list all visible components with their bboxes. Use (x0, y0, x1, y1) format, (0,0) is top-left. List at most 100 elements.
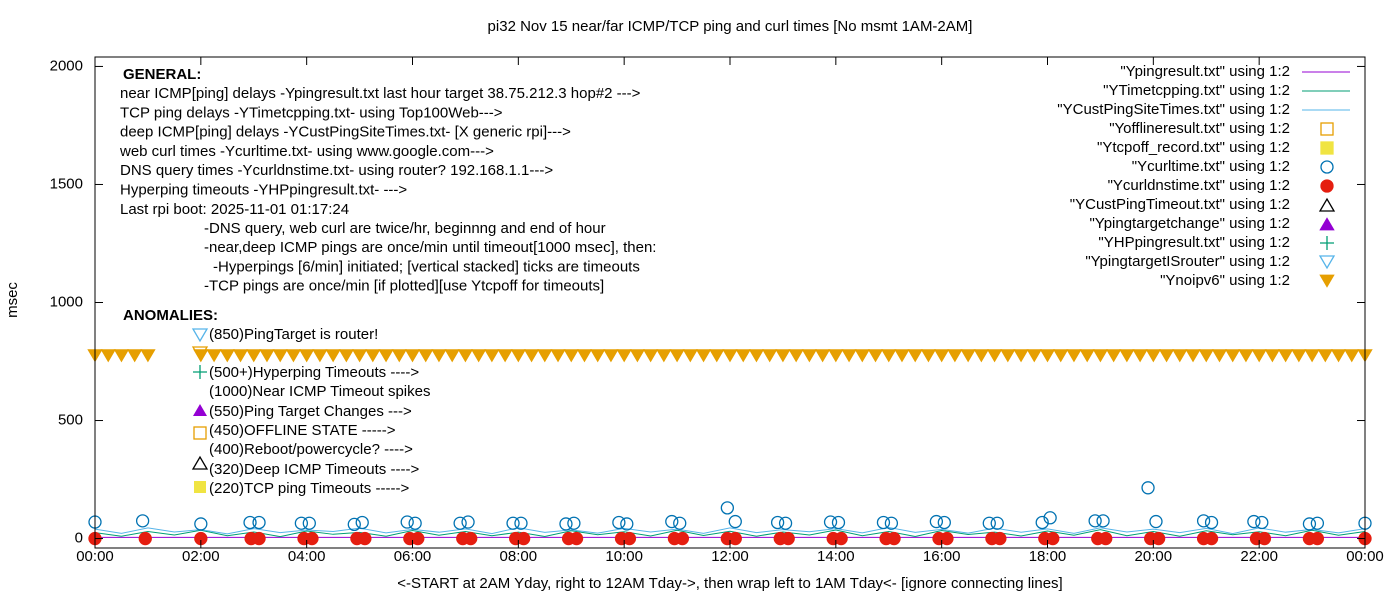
point (1204, 531, 1219, 546)
icon (193, 365, 207, 379)
point (834, 531, 848, 546)
point (358, 531, 372, 546)
point (1264, 349, 1281, 363)
x-tick-label: 00:00 (76, 548, 114, 565)
point (656, 349, 672, 363)
x-tick-label: 18:00 (1029, 548, 1067, 565)
x-tick-label: 12:00 (711, 548, 749, 565)
point (1141, 481, 1155, 495)
x-tick-label: 00:00 (1346, 548, 1384, 565)
point (1000, 349, 1016, 363)
point (1053, 349, 1069, 363)
icon (194, 481, 206, 493)
point (1096, 514, 1110, 528)
point (990, 516, 1004, 530)
annotation: -DNS query, web curl are twice/hr, begin… (204, 220, 606, 237)
point (1257, 531, 1272, 546)
point (867, 349, 884, 363)
point (537, 349, 553, 363)
legend: "Ypingresult.txt" using 1:2 "YTimetcpping… (1057, 63, 1350, 289)
point (761, 349, 778, 363)
annotation: DNS query times -Ycurldnstime.txt- using… (120, 162, 553, 179)
point (876, 515, 891, 530)
point (305, 531, 319, 546)
point (514, 516, 528, 530)
point (1302, 517, 1317, 531)
legend-label: "YpingtargetISrouter" using 1:2 (1085, 253, 1290, 270)
point (259, 349, 275, 363)
point (355, 515, 369, 530)
y-tick-label: 500 (58, 411, 83, 428)
point (884, 516, 899, 530)
point (1119, 349, 1135, 363)
legend-swatch (1318, 197, 1336, 212)
point (788, 349, 804, 363)
x-tick-label: 06:00 (394, 548, 432, 565)
point (781, 531, 795, 546)
annotation: (850)PingTarget is router! (209, 326, 378, 343)
point (510, 349, 527, 363)
legend-label: "Ypingtargetchange" using 1:2 (1089, 215, 1290, 232)
point (516, 531, 531, 546)
point (1304, 349, 1320, 363)
annotation: -near,deep ICMP pings are once/min until… (204, 239, 656, 256)
point (1310, 531, 1325, 546)
annotation: (320)Deep ICMP Timeouts ----> (209, 461, 419, 478)
point (418, 349, 434, 363)
point (933, 349, 950, 363)
point (612, 515, 626, 530)
point (126, 349, 143, 363)
point (1317, 349, 1334, 363)
point (1088, 514, 1102, 528)
point (576, 349, 593, 363)
point (894, 349, 910, 363)
point (1151, 531, 1166, 546)
legend-label: "Ycurltime.txt" using 1:2 (1132, 158, 1290, 175)
point (1013, 349, 1029, 363)
x-tick-label: 16:00 (923, 548, 961, 565)
y-tick-label: 1000 (50, 293, 83, 310)
point (1043, 511, 1057, 525)
annotation-heading: ANOMALIES: (123, 307, 218, 324)
point (569, 531, 584, 546)
legend-label: "YHPpingresult.txt" using 1:2 (1098, 234, 1290, 251)
point (1158, 349, 1175, 363)
point (347, 517, 361, 532)
point (673, 516, 687, 530)
x-tick-label: 22:00 (1240, 548, 1278, 565)
point (138, 531, 152, 546)
point (823, 515, 838, 529)
point (457, 349, 474, 363)
annotation: -TCP pings are once/min [if plotted][use… (204, 278, 604, 295)
point (778, 516, 793, 530)
point (294, 516, 309, 530)
point (470, 349, 487, 363)
point (775, 349, 791, 363)
point (728, 514, 742, 529)
legend-label: "YTimetcpping.txt" using 1:2 (1103, 82, 1290, 99)
point (1310, 516, 1325, 530)
icon (191, 346, 209, 361)
point (252, 515, 266, 530)
legend-swatch (1320, 236, 1334, 250)
point (620, 517, 634, 531)
point (960, 349, 976, 363)
point (735, 349, 751, 363)
legend-label: "Ycurldnstime.txt" using 1:2 (1108, 177, 1290, 194)
point (722, 349, 738, 363)
point (497, 349, 513, 363)
x-tick-label: 08:00 (500, 548, 538, 565)
icon (191, 455, 209, 470)
point (642, 349, 659, 363)
point (444, 349, 460, 363)
point (411, 531, 425, 546)
point (1149, 514, 1163, 529)
point (1251, 349, 1267, 363)
legend-swatch (1320, 141, 1334, 155)
point (506, 516, 520, 530)
point (1145, 349, 1162, 363)
point (907, 349, 923, 363)
point (1079, 349, 1095, 363)
